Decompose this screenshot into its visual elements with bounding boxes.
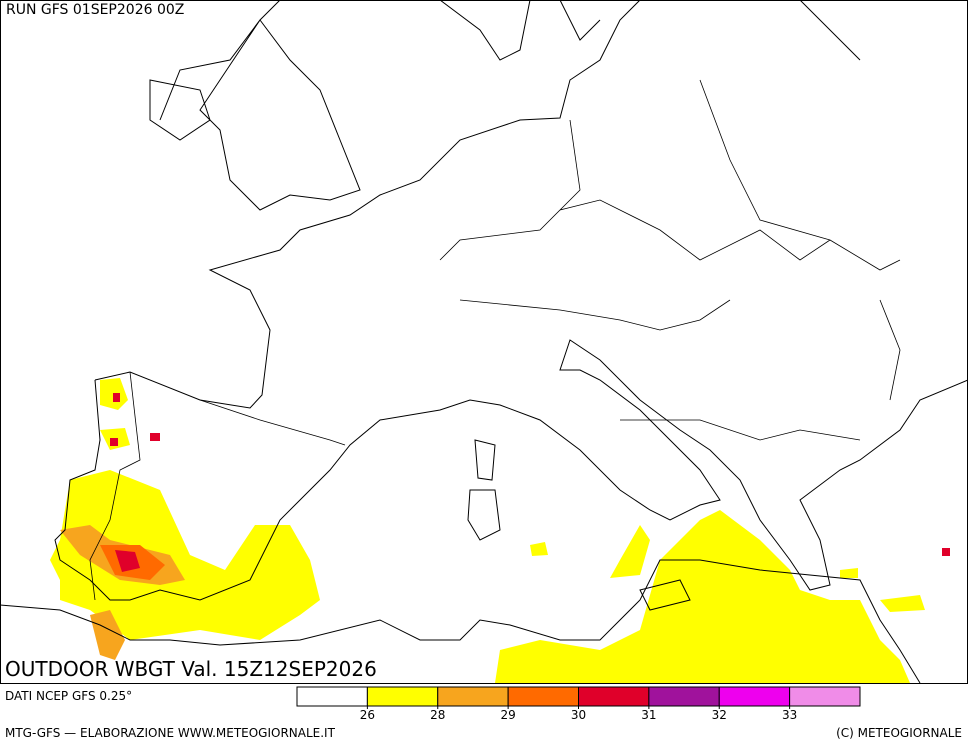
legend-tick-label: 26 [360, 708, 375, 722]
legend-tick-label: 32 [712, 708, 727, 722]
legend-swatch [296, 686, 368, 707]
legend-tick-label: 28 [430, 708, 445, 722]
colorbar: 26 28 29 30 31 32 33 [296, 686, 861, 722]
map-title: OUTDOOR WBGT Val. 15Z12SEP2026 [5, 657, 377, 681]
run-label: RUN GFS 01SEP2026 00Z [6, 2, 184, 18]
legend-tick-label: 30 [571, 708, 586, 722]
legend-tick-label: 29 [500, 708, 515, 722]
footer-left: MTG-GFS — ELABORAZIONE WWW.METEOGIORNALE… [5, 726, 336, 740]
legend-swatch [648, 686, 720, 707]
coastline [467, 439, 691, 611]
legend-swatch [366, 686, 439, 707]
coastline [149, 0, 361, 211]
legend-swatch [789, 686, 861, 707]
legend-swatch [578, 686, 650, 707]
legend-tick-label: 33 [782, 708, 797, 722]
legend-swatch [507, 686, 579, 707]
heat-area [495, 510, 910, 683]
heat-area [530, 525, 925, 612]
legend-swatch [718, 686, 791, 707]
coastline [54, 339, 968, 601]
country-border [89, 79, 901, 601]
map [0, 0, 968, 684]
legend-tick-label: 31 [641, 708, 656, 722]
legend-swatch [437, 686, 509, 707]
source-label: DATI NCEP GFS 0.25° [5, 689, 132, 703]
coastline [439, 0, 861, 61]
coastline [94, 0, 641, 409]
footer-right: (C) METEOGIORNALE [836, 726, 962, 740]
coastline [0, 559, 921, 684]
